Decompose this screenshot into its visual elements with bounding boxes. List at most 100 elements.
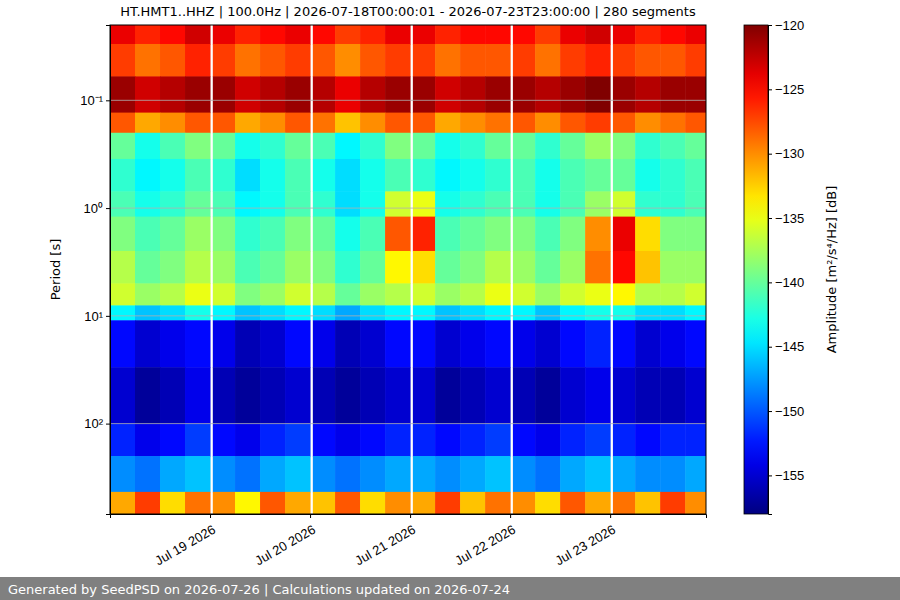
heatmap-cell [260,133,286,160]
heatmap-cell [613,492,636,514]
heatmap-cell [160,424,186,457]
footer-band [0,577,900,600]
heatmap-cell [260,492,286,514]
heatmap-cell [413,251,436,284]
heatmap-cell [385,492,411,514]
colorbar-tick-mark [768,89,772,90]
y-tick-mark [106,424,110,425]
heatmap-cell [213,76,236,113]
colorbar-tick-mark [768,282,772,283]
heatmap-cell [513,492,536,514]
heatmap-cell [260,283,286,305]
heatmap-cell [110,456,136,492]
heatmap-cell [385,305,411,320]
heatmap-cell [160,113,186,134]
chart: Jul 19 2026Jul 20 2026Jul 21 2026Jul 22 … [0,0,900,600]
heatmap-cell [413,133,436,160]
heatmap-cell [213,305,236,320]
heatmap-cell [413,320,436,367]
colorbar-tick: −145 [768,339,804,354]
heatmap-cell [435,113,461,134]
x-tick-mark [210,514,211,518]
heatmap-cell [335,76,361,113]
heatmap-cell [685,25,706,44]
heatmap-cell [135,320,161,367]
heatmap-cell [185,76,211,113]
heatmap-cell [685,424,706,457]
heatmap-cell [660,191,686,217]
heatmap-cell [535,25,561,44]
heatmap-cell [235,217,261,252]
heatmap-cell [535,133,561,160]
heatmap-cell [185,44,211,77]
heatmap-cell [160,159,186,192]
grid [110,100,706,423]
heatmap-cell [585,25,611,44]
heatmap-cell [260,44,286,77]
heatmap-cell [213,133,236,160]
heatmap-cell [160,367,186,424]
heatmap-cell [460,456,486,492]
heatmap-cell [260,113,286,134]
colorbar-tick-label: −140 [775,275,804,290]
heatmap-cell [185,217,211,252]
heatmap-cell [110,25,136,44]
x-tick: Jul 20 2026 [252,514,318,568]
heatmap-cell [360,44,386,77]
heatmap-cell [613,424,636,457]
heatmap-cell [660,424,686,457]
heatmap-cell [285,305,311,320]
heatmap-cell [560,113,586,134]
heatmap-cell [613,25,636,44]
heatmap-cell [135,305,161,320]
heatmap-cell [685,44,706,77]
heatmap-cell [235,113,261,134]
x-tick: Jul 19 2026 [152,514,218,568]
heatmap-cell [285,44,311,77]
heatmap-cell [560,44,586,77]
heatmap-cell [213,251,236,284]
heatmap-cell [660,113,686,134]
heatmap-cell [635,283,661,305]
heatmap-cell [235,492,261,514]
heatmap-cell [435,305,461,320]
heatmap-cell [560,456,586,492]
heatmap-cell [585,251,611,284]
heatmap-cell [135,424,161,457]
heatmap-cell [560,492,586,514]
heatmap-cell [485,367,511,424]
heatmap-cell [110,492,136,514]
heatmap-cell [313,320,336,367]
heatmap-cell [413,191,436,217]
heatmap-cell [613,320,636,367]
heatmap-cell [485,159,511,192]
heatmap-cell [485,191,511,217]
heatmap-cell [185,424,211,457]
heatmap-cell [313,492,336,514]
heatmap-cell [585,76,611,113]
heatmap-cell [185,191,211,217]
heatmap-cell [213,320,236,367]
heatmap-cell [260,159,286,192]
heatmap-cell [660,217,686,252]
heatmap-cell [285,251,311,284]
x-tick: Jul 21 2026 [352,514,418,568]
heatmap-cell [160,251,186,284]
heatmap-cell [313,424,336,457]
heatmap-cell [513,25,536,44]
heatmap-cell [160,217,186,252]
y-tick: 10⁰ [84,201,110,216]
heatmap-cell [660,251,686,284]
heatmap-cell [160,456,186,492]
heatmap-cell [285,492,311,514]
heatmap-cell [535,367,561,424]
heatmap-cell [585,133,611,160]
heatmap-cell [335,424,361,457]
colorbar-tick: −120 [768,18,804,33]
heatmap-cell [485,456,511,492]
heatmap-cell [313,367,336,424]
heatmap-cell [360,113,386,134]
heatmap-cell [213,492,236,514]
heatmap-cell [635,456,661,492]
colorbar-tick: −125 [768,82,804,97]
